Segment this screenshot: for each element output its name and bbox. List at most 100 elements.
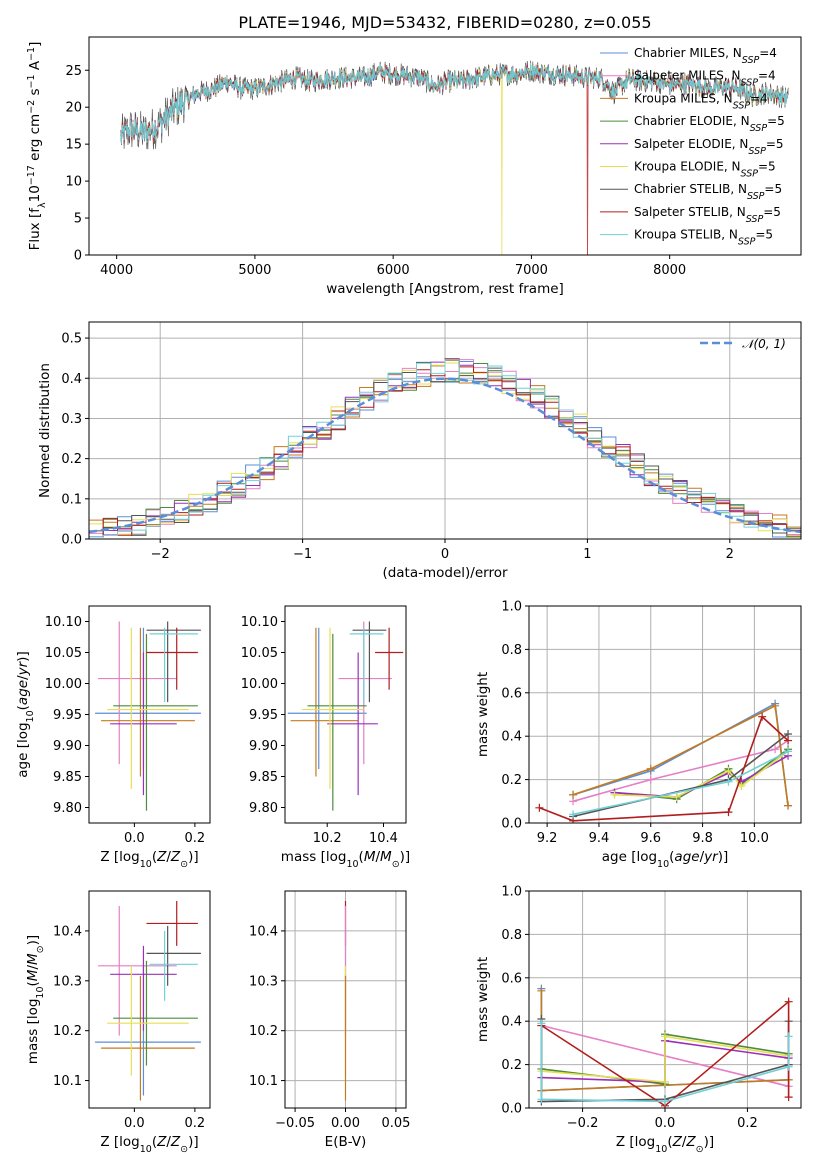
x-axis-label: (data-model)/error [382, 565, 508, 581]
panels: 4000 5000 6000 7000 80000510152025wavelength… [15, 36, 802, 1155]
weight-marker [661, 1097, 669, 1106]
y-tick-label: 0.5 [61, 332, 82, 347]
axes-frame [284, 605, 407, 824]
weight-marker [569, 790, 578, 799]
y-axis-label: Normed distribution [37, 363, 53, 498]
x-tick-label: 0 [441, 547, 449, 562]
y-axis-label: mass weight [475, 957, 491, 1042]
x-tick-label: 1 [583, 547, 591, 562]
y-tick-label: 10.1 [249, 1074, 278, 1089]
panel-mass_vs_Z: 0.0 0.2 10.1 10.2 10.3 10.4 Z [log10(Z/Z⊙)] mas… [25, 890, 211, 1155]
plot-area-age_vs_Z [95, 621, 201, 811]
y-tick-label: 9.85 [53, 770, 82, 785]
y-tick-label: 9.95 [249, 708, 278, 723]
y-tick-label: 10 [65, 175, 82, 190]
x-axis-label: E(B-V) [325, 1134, 367, 1150]
weight-marker [535, 803, 544, 812]
weight-marker [784, 1032, 793, 1041]
weight-line [572, 750, 789, 816]
weight-marker [661, 1077, 669, 1086]
y-axis-label: Flux [fλ10−17 erg cm−2 s−1 A−1] [26, 42, 48, 251]
weight-marker [724, 777, 733, 786]
plot-area-residual_histogram [89, 322, 801, 539]
weight-marker [784, 997, 793, 1006]
legend-entry: Salpeter STELIB, NSSP=5 [634, 205, 781, 225]
x-tick-label: 0.0 [124, 1116, 145, 1131]
x-tick-label: 9.4 [589, 831, 610, 846]
y-tick-label: 10.3 [53, 974, 82, 989]
plot-area-spectrum [120, 60, 789, 255]
x-tick-label: 2 [726, 547, 734, 562]
y-tick-label: 15 [65, 138, 82, 153]
y-axis-label: age [log10(age/yr)] [15, 651, 36, 777]
y-tick-label: 0.6 [501, 971, 522, 986]
x-axis-label: age [log10(age/yr)] [602, 849, 728, 870]
panel-age_vs_mass: 10.2 10.4 9.80 9.85 9.90 9.95 10.00 10.05 10.10 m… [241, 605, 410, 870]
weight-marker [784, 801, 793, 810]
axes-frame [88, 605, 211, 824]
y-tick-label: 0.8 [501, 928, 522, 943]
x-axis-label: Z [log10(Z/Z⊙)] [100, 1134, 198, 1155]
y-tick-label: 1.0 [501, 600, 522, 615]
y-tick-label: 25 [65, 64, 82, 79]
y-tick-label: 9.95 [53, 708, 82, 723]
y-tick-label: 10.05 [241, 646, 278, 661]
x-tick-label: −1 [293, 547, 312, 562]
x-tick-label: 9.6 [640, 831, 661, 846]
x-tick-label: 10.2 [313, 831, 342, 846]
y-tick-label: 9.80 [53, 801, 82, 816]
weight-line [614, 755, 789, 798]
axes-frame [88, 321, 802, 540]
x-axis-label: Z [log10(Z/Z⊙)] [100, 849, 198, 870]
y-tick-label: 10.4 [249, 924, 278, 939]
x-tick-label: 9.8 [692, 831, 713, 846]
axes-frame [88, 890, 211, 1109]
model-spectrum-line [120, 62, 789, 144]
plot-area-weight_vs_Z [529, 891, 801, 1108]
weight-line [541, 1035, 789, 1083]
weight-marker [661, 1032, 669, 1041]
y-axis-label: mass [log10(M/M⊙)] [25, 935, 46, 1064]
axes-frame [88, 36, 802, 256]
y-tick-label: 9.90 [249, 739, 278, 754]
axes-frame [284, 890, 407, 1109]
y-tick-label: 10.2 [249, 1024, 278, 1039]
x-tick-label: 0.0 [655, 1116, 676, 1131]
x-tick-label: 4000 [100, 263, 133, 278]
histogram-step [89, 359, 801, 538]
axes-frame [528, 890, 802, 1109]
weight-marker [784, 1093, 793, 1102]
figure-title: PLATE=1946, MJD=53432, FIBERID=0280, z=0… [238, 13, 651, 32]
legend-entry: Salpeter ELODIE, NSSP=5 [634, 137, 784, 157]
y-tick-label: 0.4 [501, 730, 522, 745]
y-tick-label: 0.2 [501, 773, 522, 788]
y-tick-label: 0.2 [61, 452, 82, 467]
plot-area-mass_vs_ebv [285, 891, 406, 1108]
weight-line [572, 739, 789, 803]
y-tick-label: 0.0 [61, 533, 82, 548]
histogram-step [89, 362, 801, 534]
normal-curve [89, 377, 801, 534]
x-tick-label: 10.0 [740, 831, 769, 846]
weight-marker [784, 736, 793, 745]
legend-entry: Chabrier MILES, NSSP=4 [634, 46, 777, 66]
weight-marker [569, 810, 578, 819]
weight-marker [784, 747, 793, 756]
x-tick-label: 9.2 [537, 831, 558, 846]
y-tick-label: 0.0 [501, 817, 522, 832]
y-tick-label: 0.0 [501, 1102, 522, 1117]
x-tick-label: 0.0 [124, 831, 145, 846]
legend-entry: Salpeter MILES, NSSP=4 [634, 69, 776, 89]
legend-entry: Kroupa ELODIE, NSSP=5 [634, 160, 776, 180]
weight-marker [646, 764, 655, 773]
x-tick-label: 7000 [515, 263, 548, 278]
x-tick-label: 0.2 [185, 1116, 206, 1131]
x-axis-label: Z [log10(Z/Z⊙)] [616, 1134, 714, 1155]
weight-marker [610, 790, 619, 799]
y-axis-label: mass weight [475, 672, 491, 757]
weight-marker [784, 1062, 793, 1071]
y-tick-label: 10.1 [53, 1074, 82, 1089]
plot-area-mass_vs_Z [95, 900, 201, 1101]
panel-weight_vs_age: 9.2 9.4 9.6 9.8 10.0 0.0 0.2 0.4 0.6 0.8 1.0 age [l… [475, 600, 802, 870]
